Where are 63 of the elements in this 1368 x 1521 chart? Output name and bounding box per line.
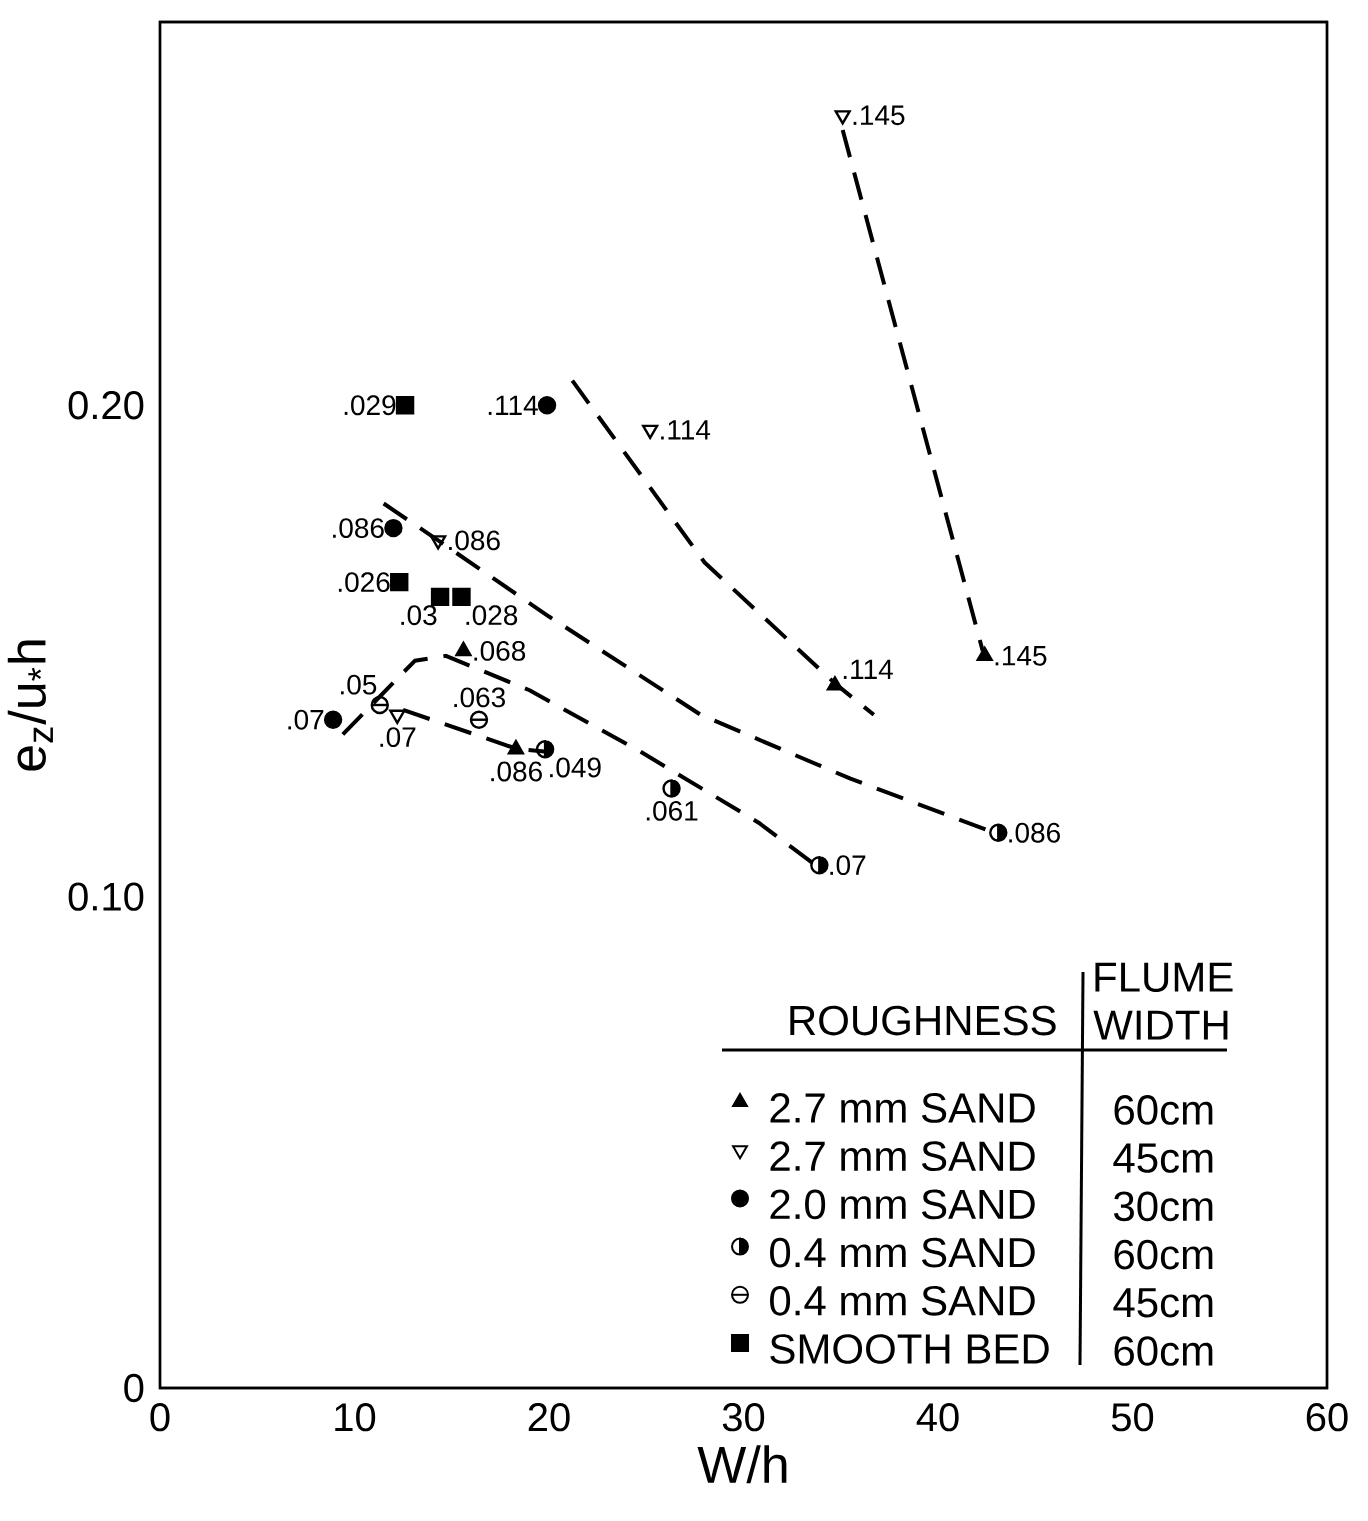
annotation: FLUME WIDTH: [1093, 962, 1233, 1040]
y-tick-label: 0.10: [68, 882, 144, 911]
annotation: .114: [488, 395, 538, 415]
legend-title: ROUGHNESS: [790, 1005, 1056, 1036]
legend-label: 2.7 mm SAND: [770, 1093, 1035, 1123]
annotation: .086: [491, 761, 542, 782]
annotation: .07: [830, 855, 866, 876]
y-tick-label: 0: [124, 1373, 144, 1403]
point: [390, 572, 409, 592]
y-axis-title: e$_{z}$/u$_{*}$h: [7, 640, 53, 771]
annotation: .145: [995, 646, 1047, 666]
x-tick-label: 20: [528, 1403, 570, 1432]
point: [826, 676, 844, 691]
legend-label: 0.4 mm SAND: [770, 1285, 1035, 1316]
annotation: .145: [853, 105, 905, 126]
annotation: 60cm: [1114, 1095, 1213, 1125]
legend-label: SMOOTH BED: [770, 1334, 1049, 1364]
x-tick-label: 60: [1306, 1403, 1348, 1432]
annotation: .03: [401, 605, 437, 626]
annotation: 60cm: [1114, 1336, 1213, 1366]
legend-label: 2.0 mm SAND: [770, 1189, 1035, 1220]
point: [430, 587, 450, 607]
x-tick-label: 10: [335, 1403, 376, 1432]
annotation: .07: [288, 709, 324, 730]
annotation: .114: [843, 659, 893, 679]
y-tick-label: 0.20: [68, 391, 144, 420]
point: [976, 646, 993, 662]
annotation: .049: [550, 757, 601, 778]
point: [507, 740, 525, 755]
annotation: 30cm: [1114, 1191, 1213, 1222]
x-tick-label: 0: [150, 1403, 170, 1432]
annotation: .028: [466, 605, 518, 626]
point: [834, 110, 851, 125]
point: [469, 710, 489, 729]
x-tick-label: 50: [1111, 1403, 1154, 1432]
x-tick-label: 30: [722, 1403, 765, 1432]
point: [370, 695, 389, 715]
annotation: .063: [454, 687, 505, 708]
annotation: .086: [333, 518, 384, 539]
point: [455, 641, 472, 657]
annotation: .086: [1009, 822, 1060, 843]
legend-label: 0.4 mm SAND: [770, 1237, 1035, 1268]
x-axis-title: W/h: [697, 1445, 787, 1484]
point: [323, 710, 343, 729]
annotation: .114: [661, 420, 711, 440]
point: [384, 518, 403, 538]
annotation: .029: [344, 395, 396, 416]
x-tick-label: 40: [916, 1403, 959, 1432]
annotation: .026: [338, 572, 390, 593]
point: [430, 535, 447, 550]
annotation: .061: [646, 800, 698, 821]
legend-label: 2.7 mm SAND: [770, 1141, 1035, 1172]
annotation: .05: [341, 674, 377, 695]
annotation: .086: [449, 530, 500, 551]
point: [452, 587, 471, 607]
annotation: 45cm: [1113, 1288, 1213, 1318]
annotation: .07: [380, 727, 416, 748]
annotation: .068: [474, 641, 526, 661]
annotation: 45cm: [1113, 1143, 1213, 1173]
point: [537, 396, 557, 415]
point: [395, 396, 415, 415]
point: [642, 424, 659, 440]
annotation: 60cm: [1114, 1239, 1213, 1270]
